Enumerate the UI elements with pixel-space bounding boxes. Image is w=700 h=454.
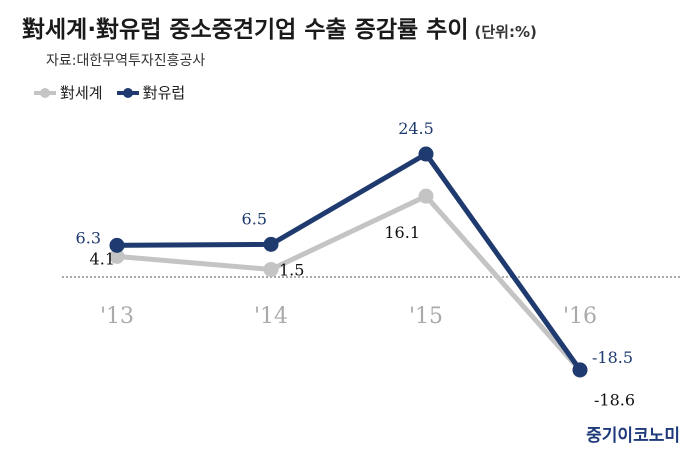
data-point-world (418, 188, 434, 204)
data-label-world: 4.1 (90, 249, 115, 268)
x-tick-label: '15 (409, 304, 443, 329)
chart-legend: 對세계 對유럽 (34, 82, 199, 103)
chart-title-text: 對세계·對유럽 중소중견기업 수출 증감률 추이 (22, 17, 469, 43)
data-point-europe (418, 146, 434, 162)
legend-swatch-world (34, 87, 56, 99)
data-label-europe: 24.5 (398, 119, 434, 138)
legend-label-world: 對세계 (60, 84, 103, 102)
legend-item-europe: 對유럽 (116, 82, 186, 103)
data-point-europe (572, 362, 588, 378)
data-label-europe: -18.5 (592, 348, 633, 367)
legend-label-europe: 對유럽 (142, 84, 186, 102)
x-tick-label: '14 (254, 304, 288, 329)
data-label-europe: 6.3 (76, 228, 101, 247)
x-tick-label: '16 (563, 304, 597, 329)
data-label-world: 1.5 (279, 260, 304, 279)
series-line-world (114, 193, 583, 373)
data-label-world: 16.1 (384, 223, 420, 242)
data-label-world: -18.6 (594, 390, 635, 409)
chart-title: 對세계·對유럽 중소중견기업 수출 증감률 추이 (단위:%) (22, 10, 537, 44)
legend-item-world: 對세계 (34, 82, 103, 103)
data-point-world (109, 248, 125, 264)
x-tick-label: '13 (100, 304, 134, 329)
data-point-europe (109, 237, 125, 253)
chart-unit: (단위:%) (474, 23, 537, 41)
series-line-europe (114, 151, 583, 373)
data-label-europe: 6.5 (242, 209, 267, 228)
chart-source: 자료:대한무역투자진흥공사 (46, 53, 206, 69)
data-point-world (263, 261, 279, 277)
legend-swatch-europe (116, 87, 139, 99)
data-point-europe (263, 236, 279, 252)
brand-logo: 중기이코노미 (586, 426, 680, 446)
